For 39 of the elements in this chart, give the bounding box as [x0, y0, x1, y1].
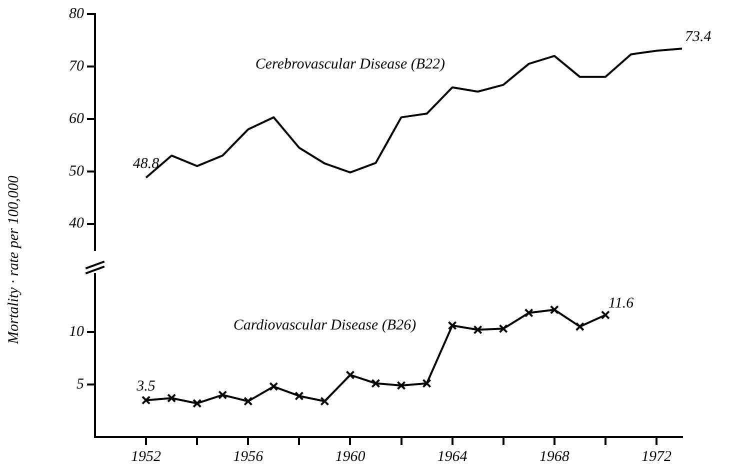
- point: [142, 396, 151, 405]
- point: [575, 322, 584, 332]
- x-tick-label: 1956: [233, 448, 264, 465]
- data-label: 11.6: [608, 295, 634, 312]
- point: [550, 305, 559, 314]
- x-tick-label: 1952: [131, 448, 162, 465]
- x-tick-label: 1968: [539, 448, 570, 465]
- point: [167, 394, 176, 403]
- point: [422, 378, 432, 388]
- point: [244, 396, 253, 406]
- data-label: 3.5: [136, 378, 156, 395]
- point: [498, 324, 508, 334]
- point: [218, 390, 228, 400]
- y-tick-label: 5: [76, 376, 84, 392]
- data-label: 73.4: [685, 29, 712, 46]
- y-axis-title: Mortality · rate per 100,000: [6, 174, 23, 346]
- x-tick-label: 1960: [335, 448, 366, 465]
- point: [346, 370, 355, 380]
- y-tick-label: 10: [69, 324, 84, 340]
- point: [473, 325, 482, 334]
- x-tick-label: 1964: [437, 448, 468, 465]
- point: [600, 310, 610, 320]
- y-tick-label: 70: [69, 58, 84, 74]
- point: [320, 396, 330, 406]
- series-label: Cerebrovascular Disease (B22): [255, 56, 446, 73]
- x-tick-label: 1972: [641, 448, 672, 465]
- point: [524, 308, 534, 318]
- series-label: Cardiovascular Disease (B26): [233, 318, 416, 334]
- point: [294, 391, 304, 401]
- y-tick-label: 60: [69, 110, 84, 127]
- y-tick-label: 40: [69, 216, 84, 232]
- point: [448, 320, 457, 330]
- point: [396, 380, 406, 390]
- y-tick-label: 80: [69, 6, 84, 22]
- y-tick-label: 50: [69, 163, 84, 180]
- point: [192, 398, 202, 408]
- point: [371, 378, 380, 388]
- data-label: 48.8: [132, 156, 160, 172]
- point: [269, 382, 278, 392]
